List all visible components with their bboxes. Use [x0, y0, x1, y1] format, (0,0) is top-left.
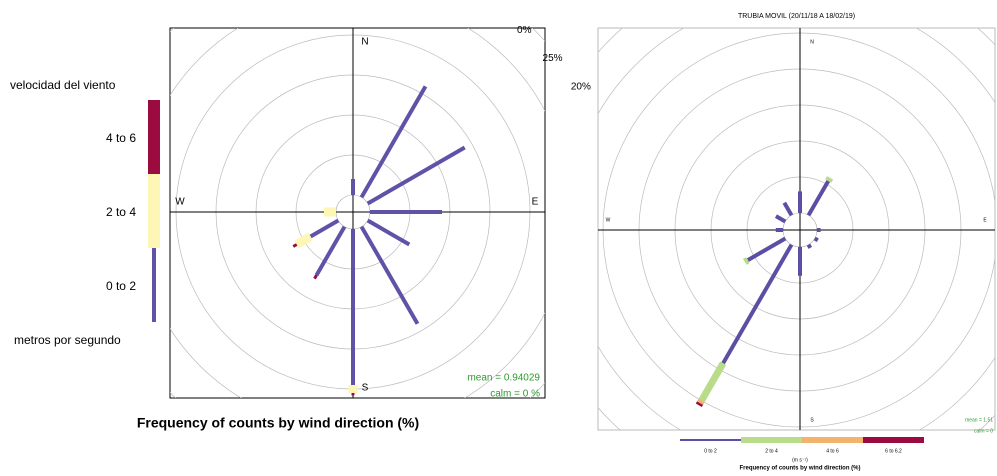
legend-swatch: [148, 174, 160, 248]
ring-label: 0%: [517, 25, 532, 36]
compass-label: N: [810, 39, 814, 45]
ring-label: 25%: [543, 53, 563, 64]
legend-label: 2 to 4: [765, 448, 778, 454]
compass-label: E: [983, 217, 987, 223]
stat-label: calm = 0 %: [490, 389, 540, 400]
rose-segment: [359, 85, 428, 199]
rose-segment: [294, 232, 313, 249]
legend-swatch: [148, 100, 160, 174]
compass-label: N: [361, 37, 368, 48]
legend-title: velocidad del viento: [10, 78, 116, 92]
rose-segment: [695, 401, 704, 408]
plot-frame: [597, 27, 996, 431]
legend-label: 4 to 6: [106, 131, 136, 145]
stat-label: mean = 1.51: [965, 417, 993, 423]
rose-segment: [825, 176, 834, 183]
legend-label: 6 to 6.2: [885, 448, 902, 454]
rose-segment: [292, 243, 298, 248]
legend-label: 0 to 2: [106, 279, 136, 293]
rose-segment: [774, 214, 787, 224]
rose-segment: [698, 361, 727, 403]
rose-segment: [806, 179, 831, 217]
legend-label: 4 to 6: [826, 448, 839, 454]
rose-segment: [366, 145, 466, 206]
legend-label: 2 to 4: [106, 205, 136, 219]
rose-segment: [742, 257, 750, 265]
plot-area: [598, 28, 995, 430]
legend-unit: (m s⁻¹): [792, 457, 808, 463]
rose-segment: [314, 225, 347, 277]
rose-segment: [746, 236, 787, 262]
chart-title: TRUBIA MOVIL (20/11/18 A 18/02/19): [738, 13, 855, 20]
rose-segment: [721, 243, 794, 365]
legend-label: 0 to 2: [704, 448, 717, 454]
legend-swatch: [802, 437, 863, 443]
legend-unit: metros por segundo: [14, 333, 121, 347]
compass-label: S: [362, 383, 369, 394]
legend-swatch: [863, 437, 924, 443]
stat-label: calm = 0: [974, 428, 993, 434]
plot-frame: [169, 27, 546, 399]
stat-label: mean = 0.94029: [467, 373, 540, 384]
rose-segment: [313, 274, 318, 280]
plot-area: [170, 28, 545, 398]
compass-label: S: [810, 417, 814, 423]
rose-segment: [359, 225, 420, 325]
rose-segment: [697, 398, 705, 405]
rose-segment: [782, 201, 794, 217]
x-axis-label: Frequency of counts by wind direction (%…: [137, 415, 419, 431]
rose-segment: [806, 243, 813, 249]
legend-swatch: [741, 437, 802, 443]
legend-swatch: [152, 248, 156, 322]
compass-label: W: [606, 217, 611, 223]
ring-label: 20%: [571, 81, 591, 92]
compass-label: E: [532, 197, 539, 208]
rose-segment: [309, 218, 340, 239]
x-axis-label: Frequency of counts by wind direction (%…: [739, 466, 860, 472]
legend-swatch: [680, 439, 741, 441]
compass-label: W: [175, 197, 185, 208]
rose-segment: [813, 236, 819, 243]
rose-segment: [366, 218, 411, 247]
